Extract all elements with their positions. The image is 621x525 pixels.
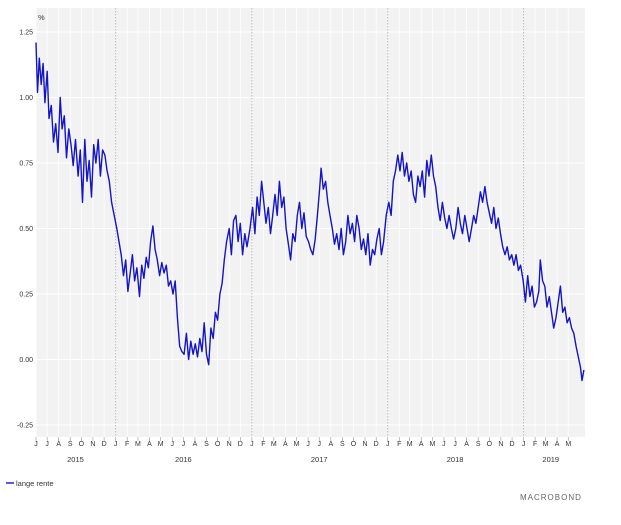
x-tick-label: S	[204, 441, 209, 448]
x-tick-label: J	[45, 441, 49, 448]
x-tick-label: A	[193, 441, 198, 448]
x-tick-label: M	[543, 441, 549, 448]
year-label: 2017	[311, 455, 328, 464]
x-tick-label: A	[56, 441, 61, 448]
x-tick-label: A	[464, 441, 469, 448]
x-tick-label: S	[476, 441, 481, 448]
year-label: 2016	[175, 455, 192, 464]
series-line-lange-rente	[35, 42, 585, 382]
y-tick-label: 0.00	[19, 357, 33, 364]
x-tick-label: J	[317, 441, 321, 448]
x-tick-label: S	[68, 441, 73, 448]
x-tick-label: F	[397, 441, 401, 448]
x-tick-label: J	[522, 441, 526, 448]
x-tick-label: O	[79, 441, 85, 448]
y-tick-label: 1.00	[19, 95, 33, 102]
x-tick-label: M	[294, 441, 300, 448]
x-tick-label: A	[328, 441, 333, 448]
x-tick-label: F	[533, 441, 537, 448]
x-tick-label: A	[419, 441, 424, 448]
x-tick-label: O	[351, 441, 357, 448]
x-tick-label: M	[407, 441, 413, 448]
plot-background	[36, 8, 585, 437]
x-tick-label: O	[215, 441, 221, 448]
x-tick-label: J	[250, 441, 254, 448]
x-tick-label: D	[238, 441, 243, 448]
year-label: 2018	[447, 455, 464, 464]
x-tick-label: S	[340, 441, 345, 448]
x-tick-label: F	[125, 441, 129, 448]
x-tick-label: N	[498, 441, 503, 448]
x-tick-label: M	[565, 441, 571, 448]
x-tick-label: D	[102, 441, 107, 448]
y-tick-label: 1.25	[19, 30, 33, 37]
y-axis: 1.25 1.00 0.75 0.50 0.25 0.00 -0.25	[17, 30, 33, 430]
y-tick-label: -0.25	[17, 423, 33, 430]
x-tick-label: D	[510, 441, 515, 448]
x-tick-label: A	[555, 441, 560, 448]
x-tick-label: N	[227, 441, 232, 448]
year-label: 2019	[542, 455, 559, 464]
x-tick-label: J	[170, 441, 174, 448]
x-tick-label: M	[271, 441, 277, 448]
x-tick-label: M	[135, 441, 141, 448]
x-tick-label: F	[261, 441, 265, 448]
x-tick-label: A	[283, 441, 288, 448]
y-tick-label: 0.25	[19, 292, 33, 299]
y-tick-label: 0.75	[19, 161, 33, 168]
x-tick-label: O	[487, 441, 493, 448]
x-tick-label: J	[453, 441, 457, 448]
x-tick-label: J	[386, 441, 390, 448]
x-tick-label: J	[114, 441, 118, 448]
x-tick-label: J	[182, 441, 186, 448]
x-tick-label: J	[34, 441, 38, 448]
year-label: 2015	[67, 455, 84, 464]
x-tick-label: N	[362, 441, 367, 448]
x-tick-label: M	[429, 441, 435, 448]
series-layer	[35, 42, 585, 382]
brand-text: MACROBOND	[520, 493, 582, 502]
x-tick-label: A	[147, 441, 152, 448]
x-tick-label: N	[90, 441, 95, 448]
x-tick-label: D	[374, 441, 379, 448]
y-tick-label: 0.50	[19, 226, 33, 233]
macrobond-logo: MACROBOND	[520, 493, 582, 502]
y-axis-unit-label: %	[38, 13, 45, 22]
x-tick-label: M	[158, 441, 164, 448]
legend-label: lange rente	[16, 479, 54, 488]
grid	[35, 8, 585, 437]
x-tick-label: J	[306, 441, 310, 448]
x-tick-label: J	[442, 441, 446, 448]
legend: lange rente	[6, 479, 54, 488]
